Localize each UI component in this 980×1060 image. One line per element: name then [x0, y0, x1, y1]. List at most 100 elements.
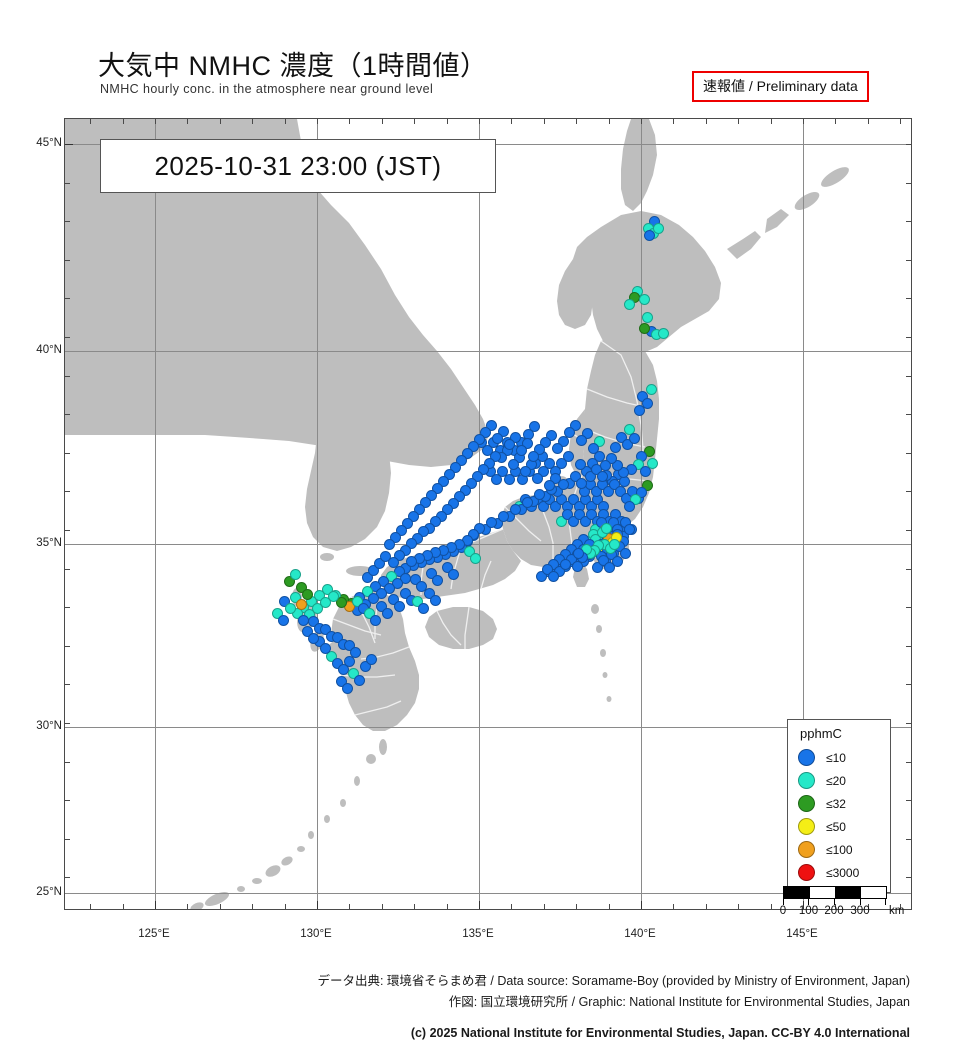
station-point[interactable] [483, 457, 495, 469]
station-point[interactable] [419, 496, 431, 508]
station-point[interactable] [574, 458, 586, 470]
station-point[interactable] [581, 427, 593, 439]
station-point[interactable] [331, 631, 343, 643]
station-point[interactable] [411, 595, 423, 607]
station-point[interactable] [361, 585, 373, 597]
station-point[interactable] [311, 602, 323, 614]
station-point[interactable] [547, 570, 559, 582]
station-point[interactable] [489, 450, 501, 462]
station-point[interactable] [567, 493, 579, 505]
station-point[interactable] [319, 596, 331, 608]
station-point[interactable] [301, 588, 313, 600]
station-point[interactable] [569, 470, 581, 482]
station-point[interactable] [533, 443, 545, 455]
station-point[interactable] [463, 545, 475, 557]
station-point[interactable] [600, 522, 612, 534]
station-point[interactable] [283, 575, 295, 587]
station-point[interactable] [602, 485, 614, 497]
station-point[interactable] [503, 438, 515, 450]
station-point[interactable] [425, 567, 437, 579]
station-point[interactable] [301, 625, 313, 637]
station-point[interactable] [343, 655, 355, 667]
station-point[interactable] [343, 639, 355, 651]
station-point[interactable] [425, 489, 437, 501]
station-point[interactable] [361, 571, 373, 583]
station-point[interactable] [641, 479, 653, 491]
station-point[interactable] [521, 437, 533, 449]
station-point[interactable] [473, 433, 485, 445]
station-point[interactable] [335, 596, 347, 608]
station-point[interactable] [443, 468, 455, 480]
station-point[interactable] [497, 425, 509, 437]
station-point[interactable] [393, 549, 405, 561]
station-point[interactable] [379, 550, 391, 562]
station-point[interactable] [531, 472, 543, 484]
station-point[interactable] [593, 450, 605, 462]
station-point[interactable] [638, 322, 650, 334]
station-point[interactable] [319, 642, 331, 654]
station-point[interactable] [490, 473, 502, 485]
station-point[interactable] [559, 558, 571, 570]
station-point[interactable] [603, 561, 615, 573]
station-point[interactable] [363, 607, 375, 619]
station-point[interactable] [485, 419, 497, 431]
station-point[interactable] [353, 674, 365, 686]
station-point[interactable] [313, 589, 325, 601]
station-point[interactable] [528, 420, 540, 432]
station-point[interactable] [596, 470, 608, 482]
station-point[interactable] [539, 436, 551, 448]
station-point[interactable] [277, 614, 289, 626]
station-point[interactable] [599, 459, 611, 471]
station-point[interactable] [491, 432, 503, 444]
station-point[interactable] [297, 614, 309, 626]
station-point[interactable] [569, 419, 581, 431]
station-point[interactable] [623, 298, 635, 310]
station-point[interactable] [641, 311, 653, 323]
station-point[interactable] [401, 517, 413, 529]
station-point[interactable] [373, 557, 385, 569]
station-point[interactable] [413, 503, 425, 515]
station-point[interactable] [393, 600, 405, 612]
station-point[interactable] [579, 515, 591, 527]
station-point[interactable] [395, 524, 407, 536]
station-point[interactable] [271, 607, 283, 619]
station-point[interactable] [307, 632, 319, 644]
station-point[interactable] [335, 675, 347, 687]
station-point[interactable] [387, 556, 399, 568]
station-point[interactable] [619, 547, 631, 559]
station-point[interactable] [509, 431, 521, 443]
station-point[interactable] [461, 447, 473, 459]
station-point[interactable] [496, 465, 508, 477]
station-point[interactable] [319, 623, 331, 635]
station-point[interactable] [441, 503, 453, 515]
station-point[interactable] [611, 555, 623, 567]
station-point[interactable] [608, 478, 620, 490]
station-point[interactable] [467, 440, 479, 452]
station-point[interactable] [521, 496, 533, 508]
station-point[interactable] [623, 423, 635, 435]
station-point[interactable] [555, 457, 567, 469]
station-point[interactable] [535, 570, 547, 582]
station-point[interactable] [628, 432, 640, 444]
station-point[interactable] [417, 525, 429, 537]
station-point[interactable] [567, 515, 579, 527]
station-point[interactable] [365, 653, 377, 665]
station-point[interactable] [387, 593, 399, 605]
station-point[interactable] [646, 457, 658, 469]
station-point[interactable] [643, 229, 655, 241]
station-point[interactable] [593, 435, 605, 447]
station-point[interactable] [543, 457, 555, 469]
station-point[interactable] [541, 563, 553, 575]
station-point[interactable] [585, 508, 597, 520]
station-point[interactable] [453, 490, 465, 502]
station-point[interactable] [441, 561, 453, 573]
station-point[interactable] [557, 435, 569, 447]
station-point[interactable] [573, 508, 585, 520]
station-point[interactable] [645, 383, 657, 395]
station-point[interactable] [597, 554, 609, 566]
station-point[interactable] [415, 580, 427, 592]
station-point[interactable] [295, 581, 307, 593]
station-point[interactable] [587, 442, 599, 454]
station-point[interactable] [295, 598, 307, 610]
station-point[interactable] [405, 555, 417, 567]
